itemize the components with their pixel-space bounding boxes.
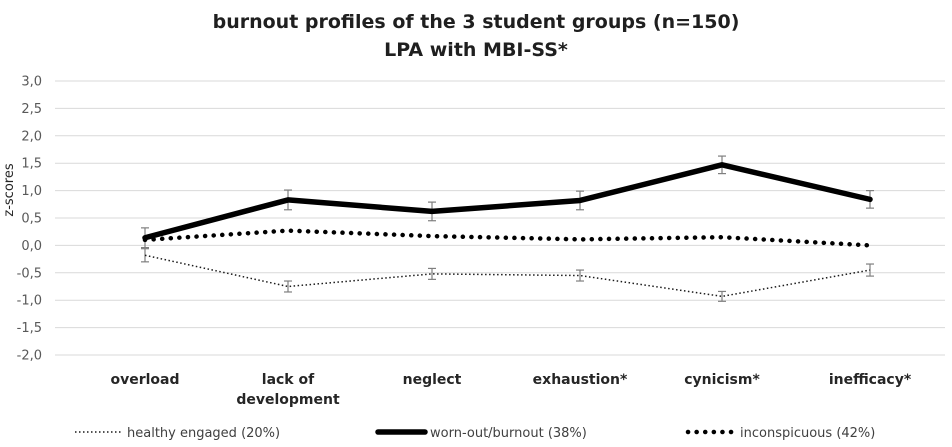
x-category-label: exhaustion* (533, 372, 628, 388)
y-tick-label: 0,5 (21, 212, 42, 227)
y-tick-label: 3,0 (21, 75, 42, 90)
y-tick-label: 2,5 (21, 102, 42, 117)
y-tick-label: 0,0 (21, 239, 42, 254)
chart-title: burnout profiles of the 3 student groups… (213, 11, 740, 61)
grid (55, 80, 945, 356)
legend-label: healthy engaged (20%) (127, 426, 280, 441)
chart-title-line-1: burnout profiles of the 3 student groups… (213, 11, 740, 33)
x-category-label: cynicism* (684, 372, 760, 388)
y-tick-label: -2,0 (17, 349, 42, 364)
x-category-label: lack of (262, 372, 315, 388)
x-category-label: overload (110, 372, 179, 388)
y-tick-label: 2,0 (21, 129, 42, 144)
series-lines (142, 162, 873, 298)
legend: healthy engaged (20%) worn-out/burnout (3… (75, 426, 875, 441)
y-axis-label: z-scores (2, 163, 17, 216)
legend-label: inconspicuous (42%) (740, 426, 875, 441)
series-line-2 (142, 162, 873, 241)
x-category-label: inefficacy* (829, 372, 912, 388)
y-tick-label: -1,0 (17, 294, 42, 309)
error-bars (141, 155, 874, 302)
legend-label: worn-out/burnout (38%) (430, 426, 587, 441)
chart-title-line-2: LPA with MBI-SS* (384, 39, 568, 61)
y-tick-label: 1,5 (21, 157, 42, 172)
y-tick-label: 1,0 (21, 184, 42, 199)
x-category-labels: overload lack of development neglect exhaust… (110, 372, 911, 408)
y-tick-labels: 3,0 2,5 2,0 1,5 1,0 0,5 0,0 -0,5 -1,0 -1,5 -2,0 (17, 75, 42, 364)
series-line-1 (144, 254, 871, 298)
series-line-3 (142, 228, 873, 248)
y-tick-label: -0,5 (17, 266, 42, 281)
y-tick-label: -1,5 (17, 321, 42, 336)
x-category-label: development (236, 392, 340, 408)
x-category-label: neglect (403, 372, 462, 388)
